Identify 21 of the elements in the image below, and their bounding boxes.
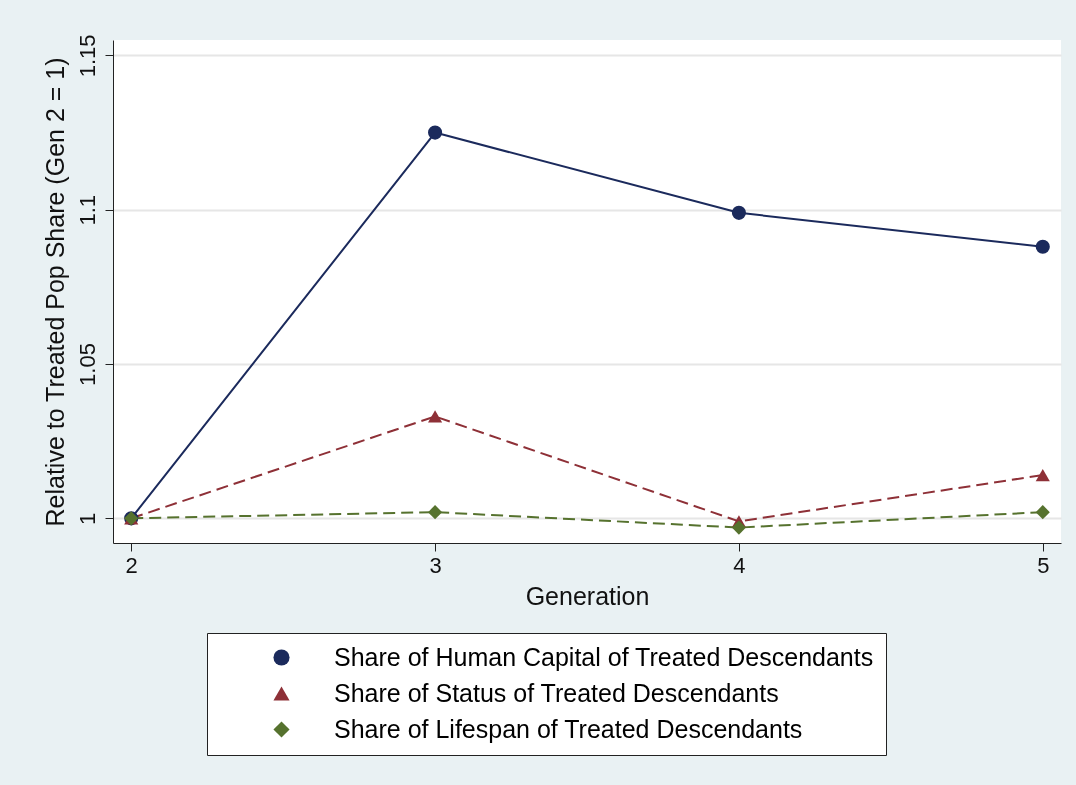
x-axis-title: Generation bbox=[525, 581, 650, 610]
y-tick-label: 1.1 bbox=[74, 194, 100, 226]
x-tick-label: 2 bbox=[125, 552, 138, 578]
point bbox=[428, 125, 443, 140]
legend-label: Share of Lifespan of Treated Descendants bbox=[334, 714, 803, 743]
point bbox=[1035, 239, 1050, 254]
x-tick-label: 5 bbox=[1037, 552, 1050, 578]
point bbox=[1035, 505, 1050, 520]
point bbox=[1035, 468, 1050, 482]
y-tick-label: 1.15 bbox=[74, 34, 100, 78]
x-tick-label: 4 bbox=[733, 552, 746, 578]
point bbox=[428, 410, 443, 423]
x-tick-label: 3 bbox=[429, 552, 442, 578]
y-tick-label: 1 bbox=[74, 512, 100, 525]
legend-label: Share of Human Capital of Treated Descendants bbox=[334, 642, 874, 671]
point bbox=[731, 520, 746, 535]
point bbox=[428, 505, 443, 520]
point bbox=[731, 205, 746, 220]
legend-label: Share of Status of Treated Descendants bbox=[334, 678, 779, 707]
y-tick-label: 1.05 bbox=[74, 343, 100, 386]
y-axis-title: Relative to Treated Pop Share (Gen 2 = 1) bbox=[40, 57, 69, 527]
